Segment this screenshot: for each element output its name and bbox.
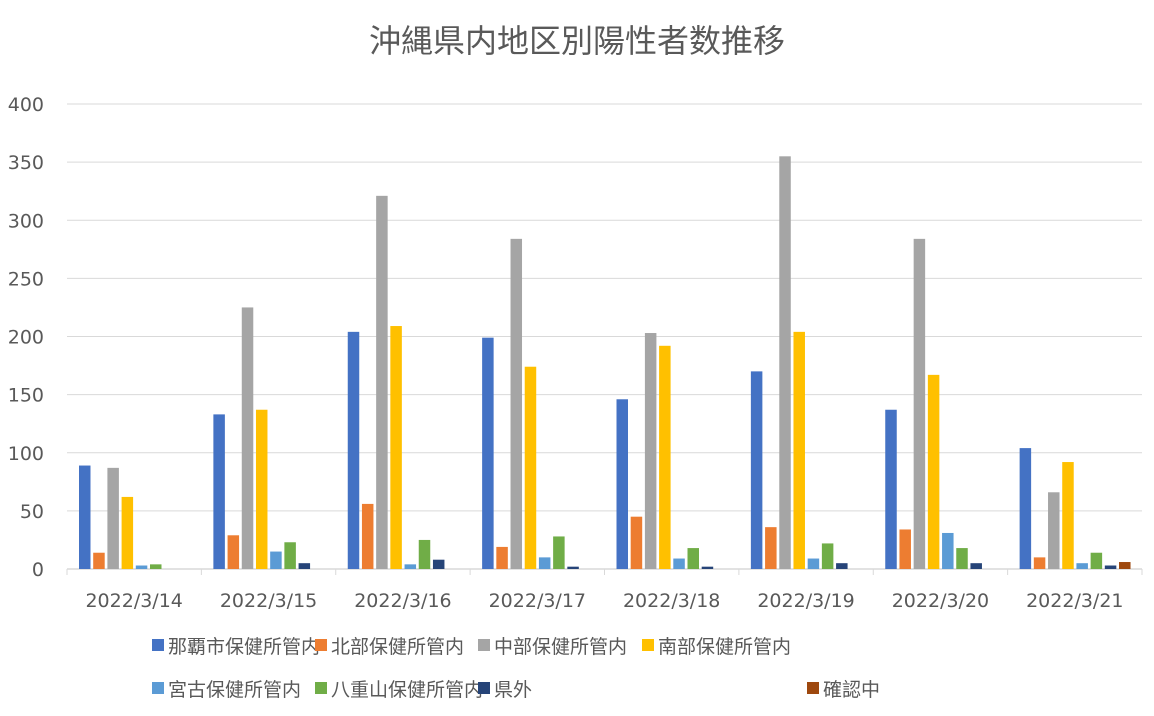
bar-0 — [1019, 448, 1032, 569]
bar-3 — [121, 496, 134, 569]
bar-1 — [361, 503, 374, 569]
bar-3 — [524, 366, 537, 569]
y-tick-label: 0 — [32, 559, 44, 581]
bar-3 — [659, 345, 671, 569]
legend-swatch-0 — [152, 639, 164, 651]
bar-4 — [1076, 563, 1088, 569]
bar-6 — [567, 566, 579, 569]
legend-label: 南部保健所管内 — [658, 636, 791, 658]
x-tick-label: 2022/3/16 — [354, 590, 451, 612]
x-tick-label: 2022/3/20 — [892, 590, 989, 612]
x-tick-label: 2022/3/19 — [757, 590, 854, 612]
chart-title: 沖縄県内地区別陽性者数推移 — [369, 22, 785, 60]
legend-label: 県外 — [494, 679, 532, 701]
bar-0 — [213, 414, 225, 569]
bar-6 — [701, 566, 714, 569]
y-tick-label: 100 — [8, 443, 44, 465]
x-tick-label: 2022/3/14 — [85, 590, 182, 612]
legend-label: 八重山保健所管内 — [331, 679, 483, 701]
y-tick-label: 50 — [20, 501, 44, 523]
bar-0 — [79, 465, 91, 569]
legend-swatch-5 — [315, 682, 327, 694]
legend-swatch-7 — [807, 682, 819, 694]
bar-4 — [673, 558, 685, 569]
y-tick-label: 200 — [8, 327, 44, 349]
legend-swatch-6 — [478, 682, 490, 694]
bar-4 — [270, 551, 282, 569]
bar-1 — [93, 552, 105, 569]
bar-0 — [482, 337, 494, 569]
bar-5 — [1090, 552, 1103, 569]
bar-0 — [885, 409, 897, 569]
bar-4 — [807, 558, 820, 569]
bar-6 — [298, 563, 311, 569]
bar-6 — [836, 563, 848, 569]
bar-5 — [284, 542, 296, 569]
legend-label: 宮古保健所管内 — [168, 679, 301, 701]
bar-5 — [956, 548, 968, 569]
legend-label: 北部保健所管内 — [331, 636, 464, 658]
bar-3 — [1062, 462, 1074, 569]
bar-5 — [821, 543, 834, 569]
bar-5 — [418, 539, 431, 569]
bar-2 — [644, 333, 657, 569]
bar-3 — [927, 374, 940, 569]
bar-0 — [750, 371, 763, 569]
y-tick-label: 350 — [8, 152, 44, 174]
bar-5 — [687, 548, 699, 569]
bar-6 — [432, 559, 445, 569]
x-tick-label: 2022/3/15 — [220, 590, 317, 612]
bar-1 — [765, 527, 777, 569]
bar-4 — [404, 564, 417, 569]
y-tick-label: 300 — [8, 210, 44, 232]
bar-4 — [135, 565, 148, 569]
bar-1 — [630, 516, 643, 569]
bar-6 — [970, 563, 982, 569]
bar-2 — [1048, 492, 1060, 569]
bar-2 — [376, 195, 388, 569]
bar-3 — [390, 326, 402, 569]
bar-0 — [347, 331, 360, 569]
legend-swatch-3 — [642, 639, 654, 651]
bar-2 — [107, 467, 119, 569]
bar-3 — [255, 409, 268, 569]
bar-1 — [227, 535, 240, 569]
bar-3 — [793, 331, 805, 569]
bar-5 — [553, 536, 565, 569]
bar-4 — [538, 557, 551, 569]
legend-label: 確認中 — [823, 679, 880, 701]
bar-1 — [899, 529, 911, 569]
bar-2 — [510, 238, 523, 569]
bar-2 — [913, 238, 926, 569]
bar-1 — [1033, 557, 1046, 569]
bar-1 — [496, 546, 508, 569]
x-tick-label: 2022/3/17 — [489, 590, 586, 612]
bar-0 — [616, 399, 628, 569]
bar-2 — [779, 156, 791, 569]
y-tick-label: 250 — [8, 268, 44, 290]
y-tick-label: 150 — [8, 385, 44, 407]
legend-swatch-1 — [315, 639, 327, 651]
legend-swatch-2 — [478, 639, 490, 651]
x-tick-label: 2022/3/21 — [1026, 590, 1123, 612]
legend-swatch-4 — [152, 682, 164, 694]
bar-7 — [1119, 562, 1131, 569]
bar-5 — [150, 564, 162, 569]
x-tick-label: 2022/3/18 — [623, 590, 720, 612]
bar-6 — [1104, 565, 1117, 569]
bar-2 — [241, 307, 254, 569]
bar-4 — [942, 532, 954, 569]
legend-label: 那覇市保健所管内 — [168, 636, 320, 658]
legend-label: 中部保健所管内 — [494, 636, 627, 658]
y-tick-label: 400 — [8, 94, 44, 116]
